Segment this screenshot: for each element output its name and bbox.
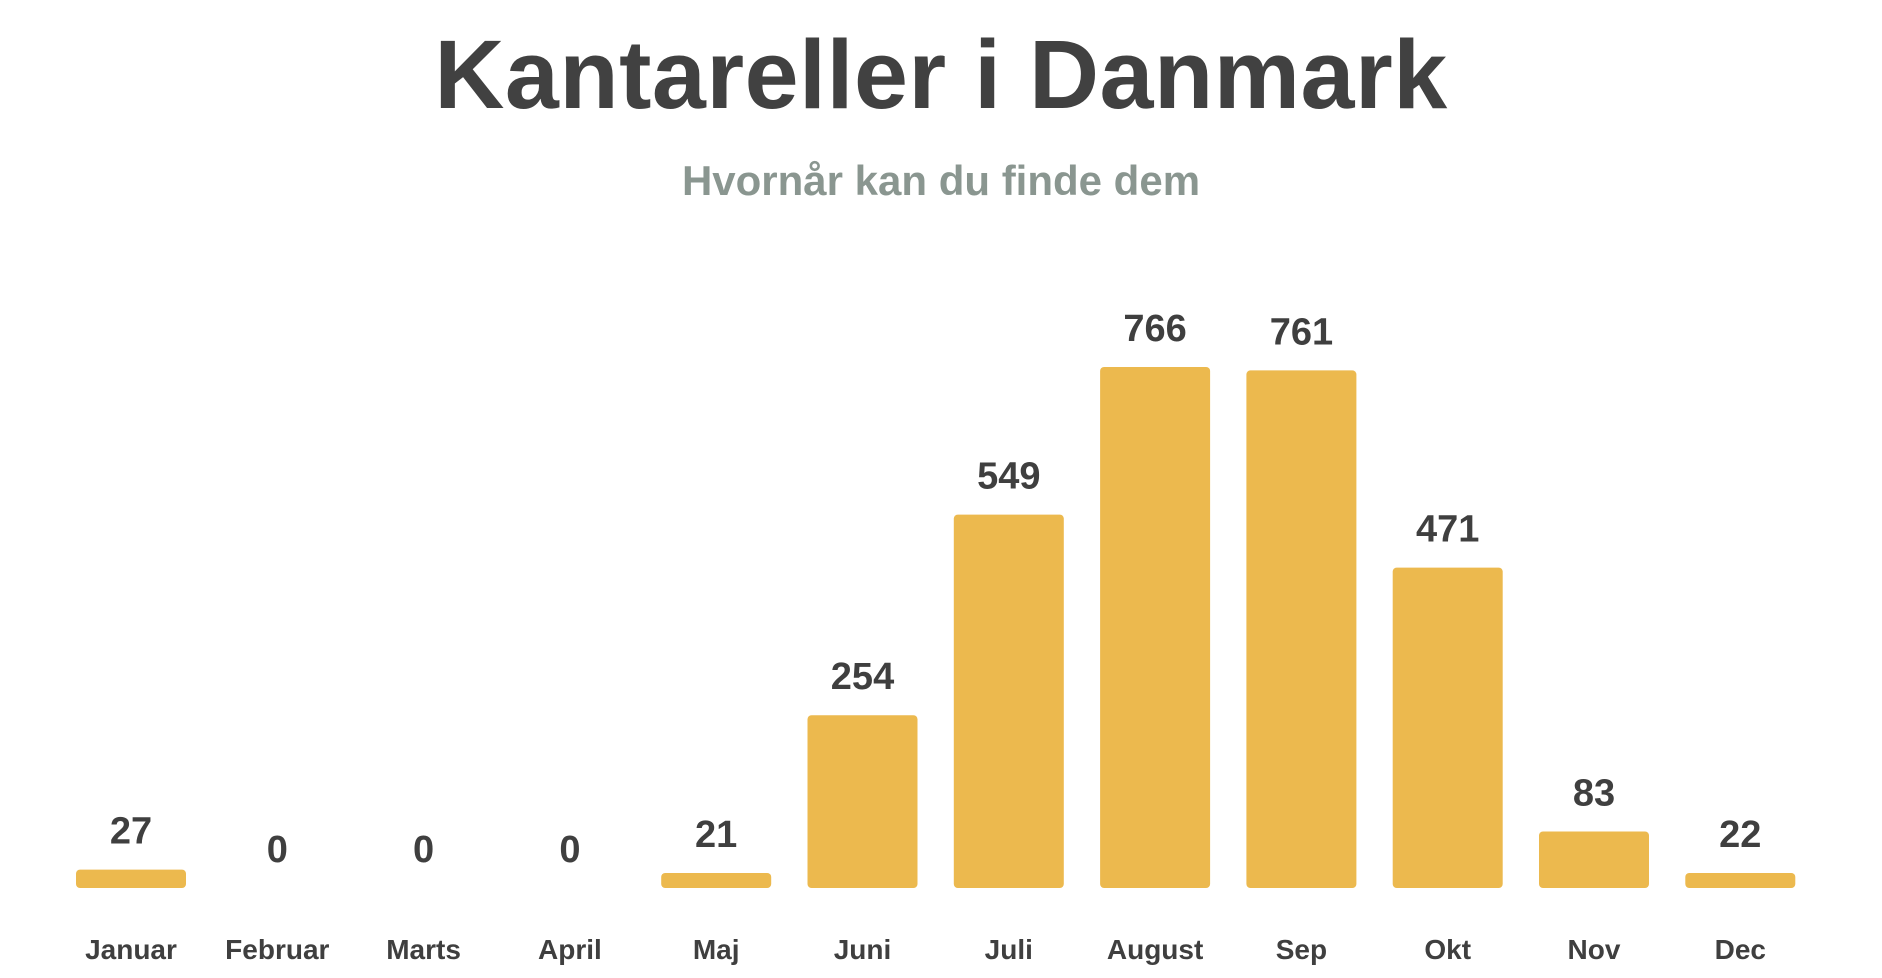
bar-dec <box>1685 873 1796 888</box>
value-label-dec: 22 <box>1719 814 1761 856</box>
category-label-marts: Marts <box>386 934 461 965</box>
bar-sep <box>1246 370 1357 888</box>
category-label-juli: Juli <box>985 934 1033 965</box>
bar-januar <box>76 869 186 888</box>
value-label-januar: 27 <box>110 811 152 853</box>
category-label-dec: Dec <box>1715 934 1766 965</box>
value-label-maj: 21 <box>695 814 737 856</box>
category-label-april: April <box>538 934 602 965</box>
category-label-august: August <box>1107 934 1203 965</box>
bar-maj <box>661 873 772 888</box>
category-label-nov: Nov <box>1568 934 1621 965</box>
value-label-nov: 83 <box>1573 773 1615 815</box>
chart-subtitle: Hvornår kan du finde dem <box>681 157 1201 204</box>
value-label-juni: 254 <box>831 656 894 698</box>
value-label-juli: 549 <box>977 456 1040 498</box>
bar-juni <box>807 715 918 888</box>
category-label-juni: Juni <box>834 934 892 965</box>
value-label-marts: 0 <box>413 829 434 871</box>
category-label-maj: Maj <box>693 934 740 965</box>
value-label-sep: 761 <box>1270 311 1333 353</box>
bar-august <box>1100 367 1211 888</box>
value-label-februar: 0 <box>267 829 288 871</box>
bar-juli <box>953 514 1064 888</box>
category-label-februar: Februar <box>225 934 329 965</box>
value-label-okt: 471 <box>1416 509 1479 551</box>
category-label-okt: Okt <box>1424 934 1471 965</box>
bar-okt <box>1392 567 1503 888</box>
bar-nov <box>1539 831 1649 888</box>
chart-title: Kantareller i Danmark <box>434 20 1448 129</box>
value-label-august: 766 <box>1123 308 1186 350</box>
category-label-sep: Sep <box>1276 934 1327 965</box>
category-label-januar: Januar <box>85 934 177 965</box>
value-label-april: 0 <box>559 829 580 871</box>
